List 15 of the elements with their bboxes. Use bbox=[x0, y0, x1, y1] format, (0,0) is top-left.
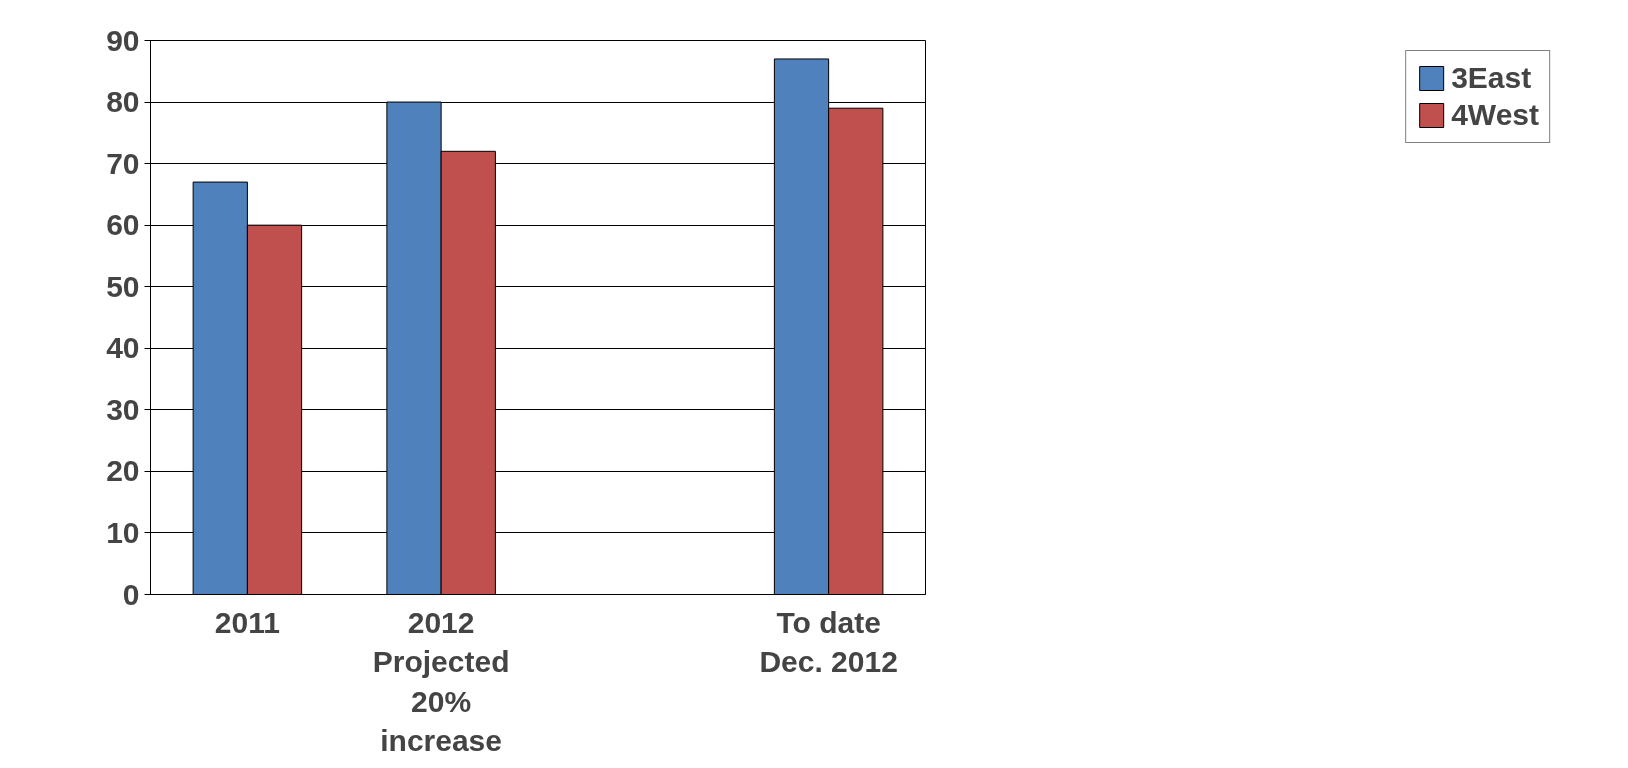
y-tick-label: 40 bbox=[106, 331, 140, 365]
legend-label: 3East bbox=[1451, 61, 1532, 95]
y-tick-label: 0 bbox=[122, 577, 140, 611]
y-tick-label: 50 bbox=[106, 269, 140, 303]
x-tick-label: 2012 Projected 20% increase bbox=[372, 605, 510, 758]
x-tick-label: To date Dec. 2012 bbox=[759, 605, 898, 679]
x-tick-label: 2011 bbox=[214, 605, 280, 639]
y-tick-label: 10 bbox=[106, 515, 140, 549]
y-tick-label: 30 bbox=[106, 392, 140, 426]
y-tick-label: 20 bbox=[106, 454, 140, 488]
y-tick-label: 80 bbox=[106, 85, 140, 119]
y-tick-label: 60 bbox=[106, 208, 140, 242]
y-tick-label: 70 bbox=[106, 146, 140, 180]
legend-label: 4West bbox=[1451, 98, 1539, 132]
y-tick-label: 90 bbox=[106, 23, 140, 57]
